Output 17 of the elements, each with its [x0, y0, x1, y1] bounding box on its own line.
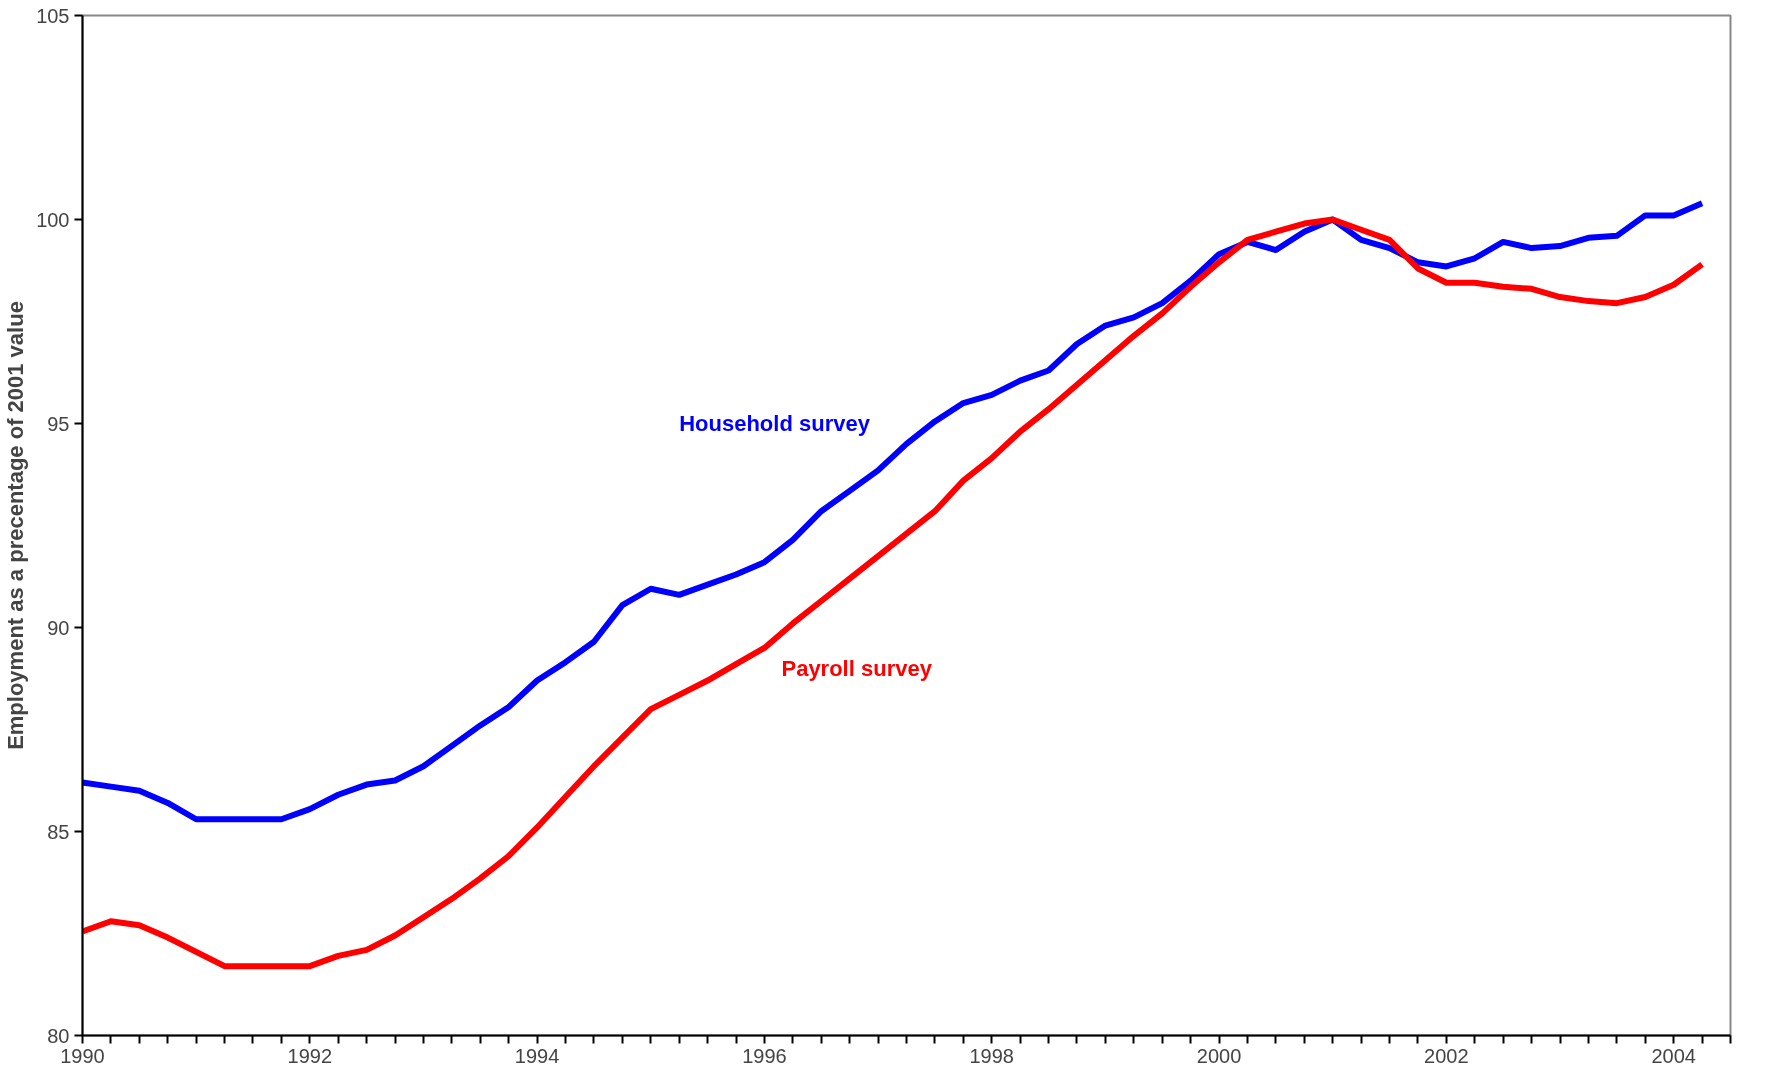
x-tick-label: 2002	[1424, 1044, 1469, 1067]
series-label: Payroll survey	[781, 655, 933, 681]
y-tick-label: 100	[36, 208, 70, 231]
y-axis-title: Employment as a precentage of 2001 value	[3, 301, 29, 750]
y-tick-label: 95	[47, 412, 70, 435]
x-tick-label: 1998	[969, 1044, 1014, 1067]
x-tick-label: 1994	[514, 1044, 560, 1067]
y-tick-label: 90	[47, 616, 70, 639]
y-tick-label: 105	[36, 4, 70, 27]
x-tick-label: 1992	[287, 1044, 333, 1067]
y-tick-label: 80	[47, 1024, 70, 1047]
x-tick-label: 2004	[1651, 1044, 1696, 1067]
x-tick-label: 2000	[1196, 1044, 1242, 1067]
series-label: Household survey	[679, 411, 871, 436]
x-tick-label: 1996	[742, 1044, 787, 1067]
y-tick-label: 85	[47, 820, 70, 843]
x-tick-label: 1990	[60, 1044, 105, 1067]
